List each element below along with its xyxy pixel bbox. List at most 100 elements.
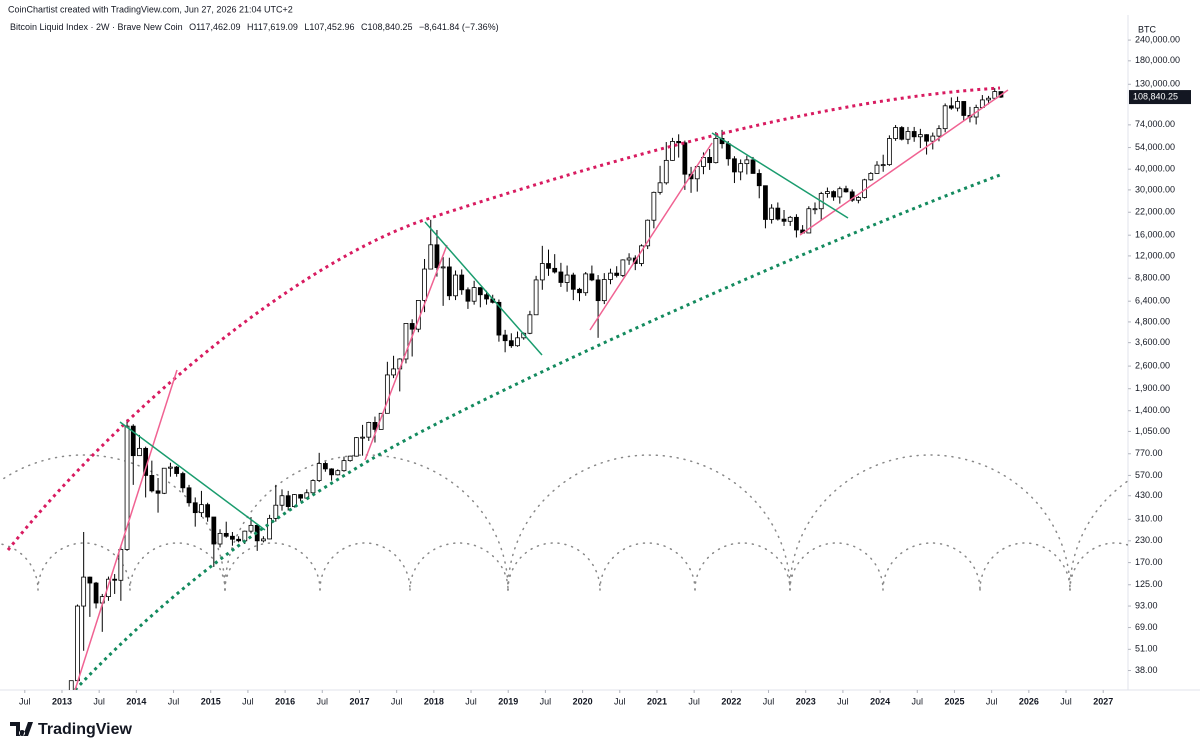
candle-body <box>725 143 731 160</box>
upper-arc <box>6 86 1001 551</box>
candle-body <box>211 516 217 545</box>
candle-body <box>180 473 186 489</box>
candle-body <box>292 494 297 507</box>
cycle-arc <box>694 542 791 591</box>
candle-body <box>750 159 756 174</box>
candle-body <box>744 159 750 165</box>
candle-body <box>930 135 936 142</box>
candle-body <box>316 463 322 481</box>
x-tick-label: Jul <box>465 696 477 706</box>
candle-body <box>682 142 688 175</box>
candle-body <box>899 127 905 140</box>
candle-body <box>961 101 967 116</box>
x-tick-label: Jul <box>317 696 329 706</box>
candle-body <box>608 272 613 280</box>
candle-body <box>68 680 74 690</box>
candle-body <box>230 535 235 540</box>
candle-body <box>781 218 787 222</box>
x-tick-label: Jul <box>93 696 105 706</box>
header: Bitcoin Liquid Index · 2W · Brave New Co… <box>10 22 499 32</box>
y-tick-label: 1,400.00 <box>1135 405 1170 415</box>
y-tick-label: 54,000.00 <box>1135 142 1175 152</box>
y-tick-label: 310.00 <box>1135 514 1163 524</box>
cycle-arc <box>224 542 321 591</box>
candle-body <box>986 97 991 101</box>
cycle-arc <box>789 542 884 591</box>
candle-body <box>558 271 564 283</box>
candle-body <box>391 368 396 376</box>
candle-body <box>905 131 911 140</box>
cycle-arcs <box>0 454 1128 591</box>
x-tick-label: 2026 <box>1019 696 1039 706</box>
y-tick-label: 570.00 <box>1135 470 1163 480</box>
candle-body <box>676 141 682 144</box>
candle-body <box>205 504 211 518</box>
y-unit: BTC <box>1138 24 1157 34</box>
cycle-arc <box>599 542 696 591</box>
candle-body <box>161 467 167 494</box>
trend-line <box>424 221 543 356</box>
candle-body <box>917 134 923 138</box>
candle-body <box>769 207 775 220</box>
x-tick-label: Jul <box>837 696 849 706</box>
candle-body <box>794 216 799 231</box>
candle-body <box>75 605 80 682</box>
candle-body <box>831 191 836 198</box>
candle-body <box>261 538 266 542</box>
trend-line <box>589 142 713 331</box>
x-tick-label: 2015 <box>201 696 221 706</box>
candle-body <box>713 138 719 164</box>
trend-line <box>711 132 849 219</box>
x-tick-label: Jul <box>614 696 626 706</box>
candle-body <box>626 257 632 261</box>
y-tick-label: 180,000.00 <box>1135 55 1180 65</box>
candle-body <box>149 475 155 492</box>
candle-body <box>192 502 198 514</box>
candle-body <box>843 188 849 193</box>
candle-body <box>353 437 359 457</box>
candle-body <box>124 425 130 550</box>
y-tick-label: 770.00 <box>1135 448 1163 458</box>
candle-body <box>552 267 558 273</box>
y-tick-label: 40,000.00 <box>1135 164 1175 174</box>
candle-body <box>527 314 533 334</box>
y-tick-label: 3,600.00 <box>1135 337 1170 347</box>
trend-line <box>799 89 1009 236</box>
candle-body <box>868 173 874 181</box>
candle-body <box>484 294 489 300</box>
candle-body <box>403 323 409 360</box>
candle-body <box>236 538 241 542</box>
logo-icon <box>10 722 33 736</box>
candle-body <box>515 337 520 347</box>
cycle-arc <box>1069 542 1128 591</box>
trend-line <box>74 369 178 690</box>
candle-body <box>645 219 651 247</box>
candle-body <box>341 460 347 472</box>
candle-body <box>347 455 353 462</box>
candle-body <box>670 141 675 161</box>
y-tick-label: 170.00 <box>1135 557 1163 567</box>
x-tick-label: Jul <box>986 696 998 706</box>
cycle-arc <box>37 542 131 591</box>
y-tick-label: 4,800.00 <box>1135 316 1170 326</box>
x-tick-label: Jul <box>168 696 180 706</box>
last-price-label: 108,840.25 <box>1133 91 1178 101</box>
y-tick-label: 6,400.00 <box>1135 296 1170 306</box>
y-tick-label: 74,000.00 <box>1135 119 1175 129</box>
candle-body <box>508 340 514 347</box>
ohlc-label: O117,462.09 <box>189 22 240 32</box>
logo: TradingView <box>10 721 133 738</box>
candle-body <box>422 268 427 301</box>
candle-body <box>384 374 390 414</box>
candle-body <box>583 273 589 294</box>
candle-body <box>118 549 124 581</box>
candle-body <box>577 288 582 294</box>
y-tick-label: 38.00 <box>1135 665 1158 675</box>
candle-body <box>570 274 576 290</box>
ohlc-label: C108,840.25 <box>361 22 413 32</box>
candle-body <box>186 487 192 504</box>
candle-body <box>763 185 768 220</box>
candle-body <box>130 425 136 457</box>
cycle-arc <box>0 543 39 591</box>
cycle-arc <box>0 454 226 591</box>
